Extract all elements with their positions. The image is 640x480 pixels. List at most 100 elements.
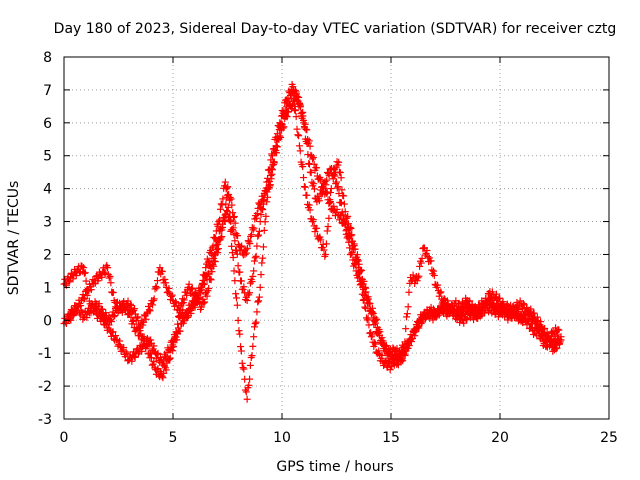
data-point	[200, 299, 208, 307]
data-point	[386, 366, 394, 374]
data-point	[404, 303, 412, 311]
data-point	[138, 317, 146, 325]
data-point	[317, 236, 325, 244]
data-point	[149, 297, 157, 305]
data-point	[351, 261, 359, 269]
data-point	[232, 294, 240, 302]
data-point	[344, 212, 352, 220]
data-point	[168, 337, 176, 345]
data-point	[368, 304, 376, 312]
data-point	[116, 342, 124, 350]
data-point	[309, 154, 317, 162]
data-point	[225, 190, 233, 198]
data-point	[237, 277, 245, 285]
data-point	[524, 316, 532, 324]
data-point	[337, 199, 345, 207]
data-point	[368, 331, 376, 339]
data-point	[202, 288, 210, 296]
data-point	[295, 142, 303, 150]
data-point	[268, 150, 276, 158]
data-point	[116, 337, 124, 345]
data-point	[179, 295, 187, 303]
data-point	[153, 277, 161, 285]
data-point	[304, 151, 312, 159]
data-point	[306, 160, 314, 168]
data-point	[418, 254, 426, 262]
data-point	[247, 231, 255, 239]
data-point	[355, 270, 363, 278]
data-point	[89, 276, 97, 284]
data-point	[382, 342, 390, 350]
data-point	[409, 271, 417, 279]
data-point	[256, 283, 264, 291]
data-point	[296, 147, 304, 155]
data-point	[228, 201, 236, 209]
data-point	[350, 240, 358, 248]
data-point	[466, 297, 474, 305]
data-point	[338, 186, 346, 194]
data-point	[327, 198, 335, 206]
data-point	[95, 300, 103, 308]
data-point	[173, 328, 181, 336]
data-point	[118, 308, 126, 316]
data-point	[134, 313, 142, 321]
data-point	[323, 227, 331, 235]
x-tick-label: 25	[600, 430, 618, 446]
data-point	[288, 105, 296, 113]
data-point	[321, 177, 329, 185]
data-point	[201, 271, 209, 279]
data-point	[81, 269, 89, 277]
data-point	[463, 315, 471, 323]
data-point	[149, 345, 157, 353]
data-point	[88, 300, 96, 308]
data-point	[253, 209, 261, 217]
data-point	[91, 303, 99, 311]
data-point	[251, 215, 259, 223]
data-point	[534, 326, 542, 334]
data-point	[213, 246, 221, 254]
data-point	[538, 331, 546, 339]
data-point	[437, 288, 445, 296]
data-point	[507, 301, 515, 309]
data-point	[274, 135, 282, 143]
data-point	[194, 297, 202, 305]
data-point	[323, 176, 331, 184]
data-point	[69, 312, 77, 320]
data-point	[109, 288, 117, 296]
data-point	[318, 190, 326, 198]
data-point	[180, 296, 188, 304]
data-point	[210, 262, 218, 270]
data-point	[334, 183, 342, 191]
data-point	[523, 321, 531, 329]
data-point	[396, 350, 404, 358]
data-point	[248, 352, 256, 360]
data-point	[69, 275, 77, 283]
data-point	[194, 298, 202, 306]
data-point	[375, 347, 383, 355]
data-point	[281, 112, 289, 120]
data-point	[548, 342, 556, 350]
data-point	[324, 223, 332, 231]
data-point	[523, 303, 531, 311]
data-point	[412, 328, 420, 336]
data-point	[327, 189, 335, 197]
data-point	[299, 112, 307, 120]
data-point	[237, 347, 245, 355]
data-point	[66, 315, 74, 323]
data-point	[436, 289, 444, 297]
data-point	[197, 303, 205, 311]
data-point	[278, 120, 286, 128]
data-point	[243, 395, 251, 403]
data-point	[359, 296, 367, 304]
data-point	[313, 224, 321, 232]
data-point	[340, 219, 348, 227]
data-point	[198, 286, 206, 294]
data-point	[547, 335, 555, 343]
data-point	[300, 119, 308, 127]
data-point	[355, 273, 363, 281]
data-point	[101, 270, 109, 278]
data-point	[310, 185, 318, 193]
data-point	[223, 184, 231, 192]
data-point	[237, 243, 245, 251]
data-point	[333, 158, 341, 166]
